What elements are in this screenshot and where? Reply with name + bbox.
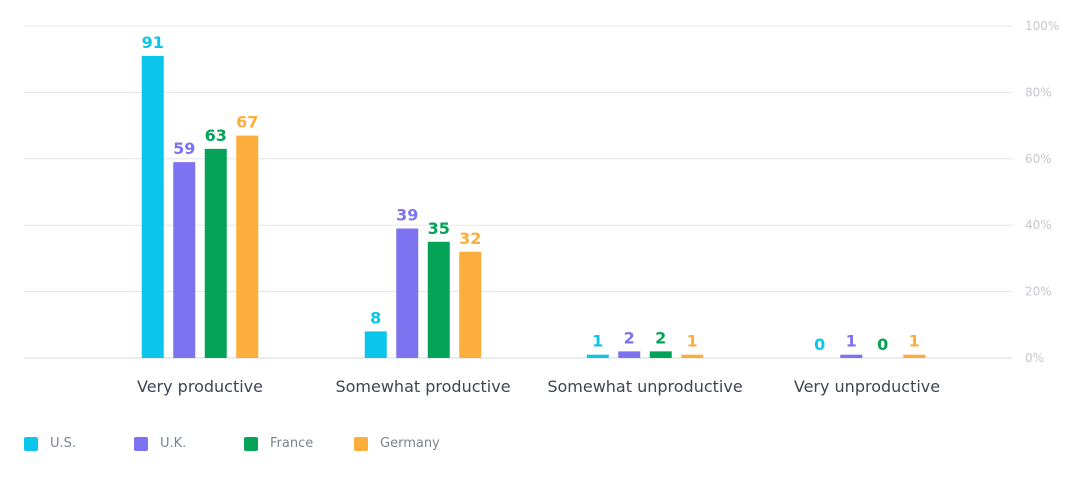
bar-value-label: 59 [173, 139, 195, 158]
y-axis-ticks: 0% 20% 40% 60% 80% 100% [1025, 19, 1059, 365]
legend-item-uk[interactable]: U.K. [134, 436, 204, 451]
x-tick-label: Somewhat unproductive [547, 377, 742, 396]
bar-value-label: 2 [624, 328, 635, 347]
gridlines [24, 25, 1012, 359]
y-tick-label: 100% [1025, 19, 1059, 33]
x-axis-ticks: Very productive Somewhat productive Somewh… [137, 377, 940, 396]
legend-swatch-germany [354, 436, 368, 451]
y-tick-label: 20% [1025, 285, 1052, 299]
legend-label-germany: Germany [380, 436, 440, 451]
bars [141, 55, 926, 358]
bar-value-label: 91 [142, 33, 164, 52]
bar-value-label: 2 [655, 328, 666, 347]
bar[interactable] [586, 354, 609, 358]
bar[interactable] [236, 135, 259, 358]
bar[interactable] [649, 351, 672, 358]
legend-swatch-france [244, 436, 258, 451]
bar-value-label: 0 [814, 335, 825, 354]
bar[interactable] [840, 354, 863, 358]
bar[interactable] [141, 55, 164, 358]
bar[interactable] [903, 354, 926, 358]
bar[interactable] [618, 351, 641, 358]
legend: U.S. U.K. France Germany [24, 436, 480, 451]
bar-value-label: 1 [846, 332, 857, 351]
bar[interactable] [427, 241, 450, 358]
legend-swatch-uk [134, 436, 148, 451]
bar-value-label: 63 [205, 126, 227, 145]
x-tick-label: Somewhat productive [335, 377, 510, 396]
bar-value-label: 1 [909, 332, 920, 351]
y-tick-label: 40% [1025, 218, 1052, 232]
bar-value-label: 8 [370, 308, 381, 327]
legend-item-us[interactable]: U.S. [24, 436, 94, 451]
x-tick-label: Very unproductive [794, 377, 940, 396]
bar-value-label: 67 [236, 113, 258, 132]
bar-value-label: 1 [687, 332, 698, 351]
y-tick-label: 0% [1025, 351, 1044, 365]
bar-value-label: 35 [428, 219, 450, 238]
y-tick-label: 60% [1025, 152, 1052, 166]
bar-value-label: 1 [592, 332, 603, 351]
legend-item-france[interactable]: France [244, 436, 314, 451]
bar-value-label: 32 [459, 229, 481, 248]
legend-swatch-us [24, 436, 38, 451]
bar[interactable] [396, 228, 419, 358]
bar-value-labels: 91 59 63 67 8 39 35 32 1 2 2 1 0 1 0 1 [142, 33, 920, 354]
bar-value-label: 39 [396, 206, 418, 225]
bar[interactable] [204, 148, 227, 358]
y-tick-label: 80% [1025, 85, 1052, 99]
legend-label-uk: U.K. [160, 436, 187, 451]
legend-item-germany[interactable]: Germany [354, 436, 440, 451]
bar[interactable] [459, 251, 482, 358]
bar[interactable] [681, 354, 704, 358]
bar-value-label: 0 [877, 335, 888, 354]
legend-label-france: France [270, 436, 314, 451]
x-tick-label: Very productive [137, 377, 263, 396]
bar[interactable] [173, 162, 196, 358]
legend-label-us: U.S. [50, 436, 77, 451]
bar[interactable] [364, 331, 387, 358]
